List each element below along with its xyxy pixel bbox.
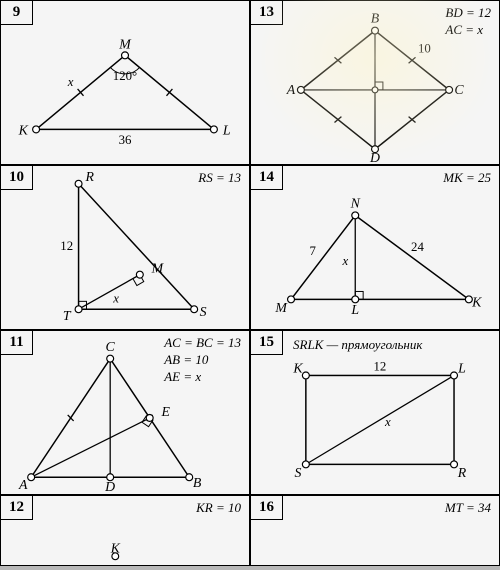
svg-text:120°: 120° [113, 69, 137, 83]
svg-text:x: x [112, 291, 119, 305]
svg-text:x: x [384, 415, 391, 429]
svg-text:12: 12 [60, 239, 73, 253]
cell-10: 10 RS = 13 R T S M 12 x [0, 165, 250, 330]
svg-text:C: C [106, 339, 116, 354]
svg-text:M: M [118, 36, 132, 51]
worksheet-grid: 9 M K L 120° x 36 13 B [0, 0, 500, 566]
diagram-10: R T S M 12 x [1, 166, 249, 329]
cell-14: 14 MK = 25 N M K L 7 x 24 [250, 165, 500, 330]
given-16: MT = 34 [445, 500, 491, 517]
problem-number: 12 [1, 496, 33, 520]
svg-text:B: B [193, 475, 202, 490]
svg-text:L: L [222, 122, 231, 137]
svg-text:T: T [63, 308, 72, 323]
svg-text:A: A [18, 477, 28, 492]
given-10: RS = 13 [198, 170, 241, 187]
diagram-15: K L S R 12 x [251, 331, 499, 494]
svg-text:x: x [67, 75, 74, 89]
svg-text:L: L [457, 360, 466, 375]
svg-text:B: B [371, 11, 380, 26]
problem-number: 16 [251, 496, 283, 520]
svg-text:10: 10 [418, 41, 431, 55]
svg-text:S: S [294, 465, 301, 480]
cell-11: 11 AC = BC = 13 AB = 10 AE = x C [0, 330, 250, 495]
given-12: KR = 10 [196, 500, 241, 517]
cell-15: 15 SRLK — прямоугольник K L S R 12 x [250, 330, 500, 495]
svg-text:K: K [18, 122, 29, 137]
svg-text:C: C [454, 82, 464, 97]
svg-text:D: D [369, 150, 380, 164]
svg-text:M: M [274, 300, 288, 315]
problem-number: 15 [251, 331, 283, 355]
cell-13: 13 BD = 12 AC = x B [250, 0, 500, 165]
svg-text:S: S [200, 304, 207, 319]
svg-text:12: 12 [374, 360, 387, 374]
svg-text:R: R [457, 465, 467, 480]
cell-9: 9 M K L 120° x 36 [0, 0, 250, 165]
problem-number: 9 [1, 1, 33, 25]
svg-text:L: L [350, 302, 359, 317]
svg-text:M: M [151, 261, 165, 276]
problem-number: 13 [251, 1, 283, 25]
svg-text:7: 7 [310, 244, 317, 258]
given-14: MK = 25 [443, 170, 491, 187]
svg-text:36: 36 [119, 133, 132, 147]
svg-text:K: K [292, 360, 303, 375]
problem-number: 11 [1, 331, 33, 355]
given-13: BD = 12 AC = x [445, 5, 491, 39]
cell-12: 12 KR = 10 K [0, 495, 250, 566]
svg-text:E: E [161, 404, 171, 419]
problem-number: 14 [251, 166, 283, 190]
svg-text:x: x [342, 254, 349, 268]
svg-text:D: D [104, 479, 115, 494]
cell-16: 16 MT = 34 [250, 495, 500, 566]
given-11: AC = BC = 13 AB = 10 AE = x [164, 335, 241, 386]
problem-number: 10 [1, 166, 33, 190]
svg-text:R: R [84, 169, 94, 184]
svg-text:A: A [286, 82, 296, 97]
diagram-9: M K L 120° x 36 [1, 1, 249, 164]
given-15: SRLK — прямоугольник [293, 337, 422, 354]
svg-text:24: 24 [411, 240, 424, 254]
svg-text:K: K [471, 294, 482, 309]
svg-text:N: N [350, 195, 361, 210]
diagram-14: N M K L 7 x 24 [251, 166, 499, 329]
